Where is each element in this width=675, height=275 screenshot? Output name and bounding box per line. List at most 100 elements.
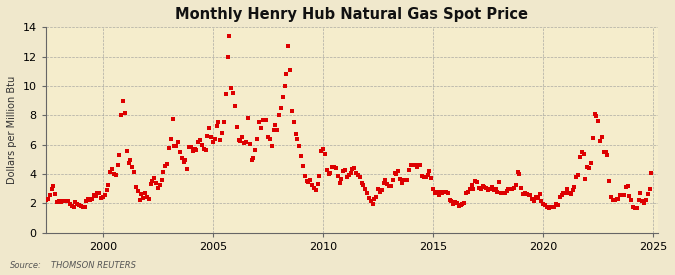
Point	[232, 124, 242, 129]
Point	[360, 186, 371, 191]
Point	[182, 167, 192, 171]
Point	[195, 138, 206, 142]
Point	[250, 148, 261, 152]
Point	[569, 185, 580, 189]
Point	[78, 205, 88, 210]
Point	[303, 180, 314, 184]
Point	[483, 188, 493, 192]
Point	[306, 182, 317, 187]
Point	[117, 99, 128, 103]
Point	[479, 185, 490, 189]
Point	[380, 178, 391, 183]
Point	[219, 120, 230, 124]
Point	[331, 166, 342, 171]
Point	[545, 205, 556, 209]
Point	[367, 202, 378, 206]
Point	[446, 199, 457, 203]
Point	[327, 165, 338, 170]
Point	[641, 198, 651, 202]
Point	[299, 174, 310, 178]
Point	[237, 135, 248, 139]
Point	[413, 163, 424, 167]
Point	[285, 68, 296, 72]
Point	[510, 183, 521, 188]
Point	[323, 172, 334, 176]
Point	[83, 197, 94, 202]
Point	[351, 170, 362, 175]
Point	[618, 193, 629, 197]
Point	[46, 187, 57, 191]
Point	[48, 184, 59, 188]
Point	[184, 145, 194, 149]
Point	[518, 191, 529, 196]
Point	[196, 142, 207, 147]
Point	[526, 197, 537, 201]
Point	[213, 119, 224, 124]
Point	[418, 175, 429, 179]
Point	[283, 44, 294, 49]
Point	[122, 149, 132, 154]
Point	[316, 149, 327, 153]
Point	[136, 192, 147, 196]
Point	[261, 118, 271, 122]
Point	[209, 137, 220, 142]
Point	[529, 199, 539, 203]
Point	[433, 193, 444, 197]
Point	[494, 180, 505, 184]
Point	[487, 185, 497, 189]
Point	[155, 183, 165, 188]
Point	[495, 191, 506, 195]
Point	[253, 120, 264, 124]
Point	[145, 182, 156, 186]
Point	[600, 149, 611, 154]
Point	[116, 113, 127, 118]
Point	[143, 197, 154, 202]
Point	[156, 178, 167, 183]
Point	[101, 188, 112, 192]
Point	[428, 186, 439, 191]
Point	[86, 197, 97, 202]
Point	[97, 195, 108, 199]
Point	[468, 187, 479, 191]
Point	[319, 152, 330, 156]
Point	[68, 204, 79, 209]
Point	[153, 186, 163, 191]
Point	[267, 144, 277, 148]
Point	[364, 196, 375, 200]
Point	[477, 184, 488, 189]
Point	[301, 179, 312, 183]
Point	[105, 170, 115, 174]
Point	[536, 199, 547, 203]
Point	[474, 186, 485, 191]
Point	[387, 178, 398, 183]
Point	[604, 179, 615, 183]
Point	[475, 186, 486, 191]
Point	[593, 119, 603, 123]
Point	[538, 202, 549, 207]
Point	[57, 199, 68, 203]
Point	[138, 196, 148, 200]
Point	[151, 181, 161, 185]
Point	[571, 175, 582, 180]
Point	[553, 203, 564, 207]
Point	[610, 198, 620, 202]
Point	[631, 206, 642, 211]
Point	[365, 199, 376, 204]
Point	[224, 34, 235, 38]
Point	[110, 172, 121, 177]
Point	[595, 139, 605, 143]
Point	[109, 172, 119, 176]
Point	[639, 201, 649, 205]
Point	[96, 196, 107, 200]
Point	[61, 198, 72, 203]
Point	[507, 187, 518, 191]
Point	[59, 199, 70, 203]
Point	[292, 136, 303, 141]
Point	[444, 198, 455, 203]
Point	[345, 170, 356, 175]
Point	[462, 189, 473, 194]
Point	[416, 174, 427, 178]
Point	[441, 190, 452, 194]
Point	[340, 168, 350, 172]
Point	[235, 139, 246, 143]
